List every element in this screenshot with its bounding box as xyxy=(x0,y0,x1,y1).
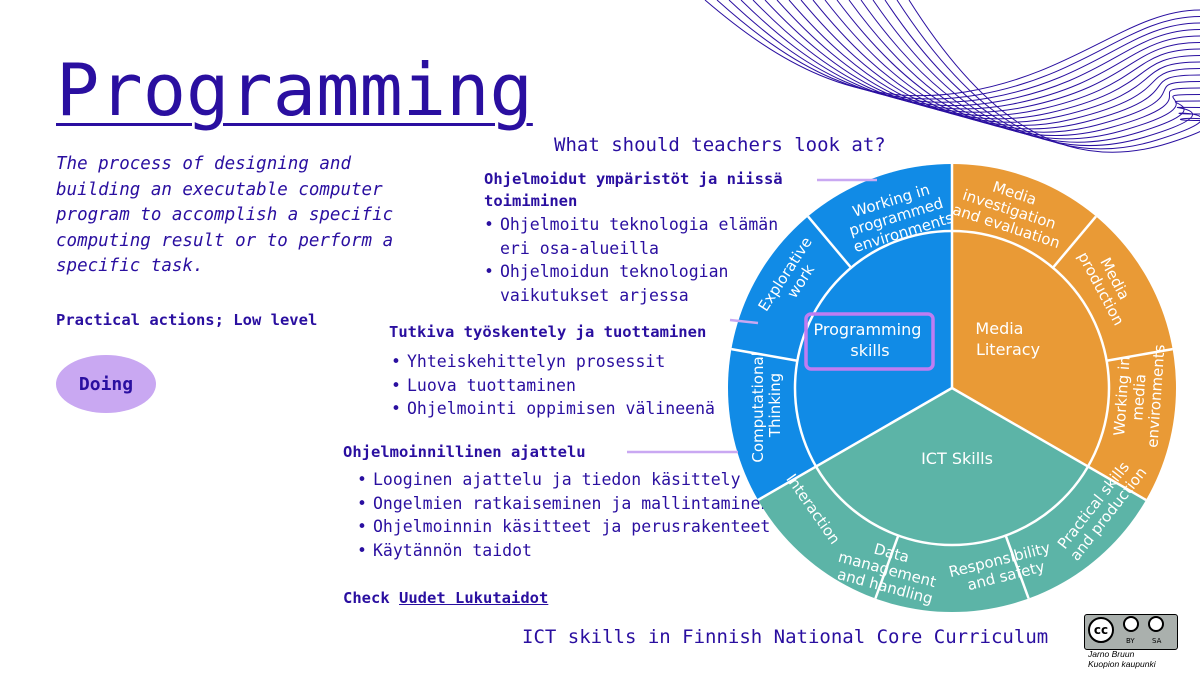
inner-label-media: Media Literacy xyxy=(975,319,1040,359)
check-label: Check xyxy=(343,589,390,607)
connector-line xyxy=(729,318,759,325)
inner-label-ict: ICT Skills xyxy=(921,449,993,468)
wave-line xyxy=(884,0,1200,147)
practical-actions-label: Practical actions; Low level xyxy=(56,311,318,329)
wave-line xyxy=(728,0,1200,103)
wave-line xyxy=(740,0,1200,107)
list-item: Ohjelmointi oppimisen välineenä xyxy=(389,397,729,421)
section-computational-thinking-title: Ohjelmoinnillinen ajattelu xyxy=(343,443,586,461)
inner-label-programming: Programming skills xyxy=(814,320,927,360)
ring-divider xyxy=(807,215,853,269)
wave-line xyxy=(836,0,1200,133)
wave-line xyxy=(704,0,1200,97)
wave-line xyxy=(908,0,1200,153)
author-credit: Jarno Bruun Kuopion kaupunki xyxy=(1088,649,1156,669)
wave-line xyxy=(800,0,1200,123)
ring-divider xyxy=(874,535,900,599)
footer-caption: ICT skills in Finnish National Core Curr… xyxy=(522,626,1049,648)
ring-divider xyxy=(1106,347,1173,362)
wave-line xyxy=(824,0,1200,130)
list-item: Ongelmien ratkaiseminen ja mallintaminen xyxy=(355,492,785,516)
list-item: Ohjelmoitu teknologia elämän eri osa-alu… xyxy=(482,213,782,260)
uudet-lukutaidot-link[interactable]: Uudet Lukutaidot xyxy=(399,589,549,607)
list-item: Ohjelmoidun teknologian vaikutukset arje… xyxy=(482,260,782,307)
sector-divider xyxy=(951,386,1147,502)
wave-line xyxy=(752,0,1200,110)
list-item: Käytännön taidot xyxy=(355,539,785,563)
sector-divider xyxy=(757,386,953,502)
inner-sector-media xyxy=(952,231,1109,467)
wave-line xyxy=(812,0,1200,127)
wave-line xyxy=(860,0,1200,140)
list-item: Looginen ajattelu ja tiedon käsittely xyxy=(355,468,785,492)
ring-divider xyxy=(1004,535,1030,599)
section-explorative-work-title: Tutkiva työskentely ja tuottaminen xyxy=(389,323,707,341)
doing-label: Doing xyxy=(78,373,134,395)
license-sa-label: SA xyxy=(1152,637,1162,645)
cc-icon: cc xyxy=(1088,617,1114,643)
page-title: Programming xyxy=(56,48,533,132)
ring-divider xyxy=(1051,215,1097,269)
wave-line xyxy=(848,0,1200,137)
author-org: Kuopion kaupunki xyxy=(1088,659,1156,669)
outer-label-data-management: Data management and handling xyxy=(832,531,947,608)
programming-skills-highlight xyxy=(804,312,935,371)
section-programmed-environments-list: Ohjelmoitu teknologia elämän eri osa-alu… xyxy=(482,213,782,307)
wave-line xyxy=(872,0,1200,143)
outer-label-computational: Computational Thinking xyxy=(749,347,784,462)
wave-line xyxy=(776,0,1200,117)
doing-badge: Doing xyxy=(56,355,156,413)
wave-line xyxy=(716,0,1200,100)
inner-sector-programming xyxy=(795,231,952,467)
license-by-label: BY xyxy=(1126,637,1135,645)
attribution-icon xyxy=(1123,616,1139,632)
section-explorative-work-list: Yhteiskehittelyn prosessit Luova tuottam… xyxy=(389,350,729,421)
question-heading: What should teachers look at? xyxy=(554,134,886,156)
wave-line xyxy=(764,0,1200,113)
wave-line xyxy=(896,0,1200,150)
ring-divider xyxy=(731,347,798,362)
description: The process of designing and building an… xyxy=(56,154,394,276)
list-item: Yhteiskehittelyn prosessit xyxy=(389,350,729,374)
section-programmed-environments-title: Ohjelmoidut ympäristöt ja niissä toimimi… xyxy=(484,170,783,210)
wave-line xyxy=(788,0,1200,120)
author-name: Jarno Bruun xyxy=(1088,649,1135,659)
share-alike-icon xyxy=(1148,616,1164,632)
list-item: Ohjelmoinnin käsitteet ja perusrakenteet xyxy=(355,515,785,539)
section-computational-thinking-list: Looginen ajattelu ja tiedon käsittely On… xyxy=(355,468,785,562)
list-item: Luova tuottaminen xyxy=(389,374,729,398)
check-line: Check Uudet Lukutaidot xyxy=(343,589,548,607)
